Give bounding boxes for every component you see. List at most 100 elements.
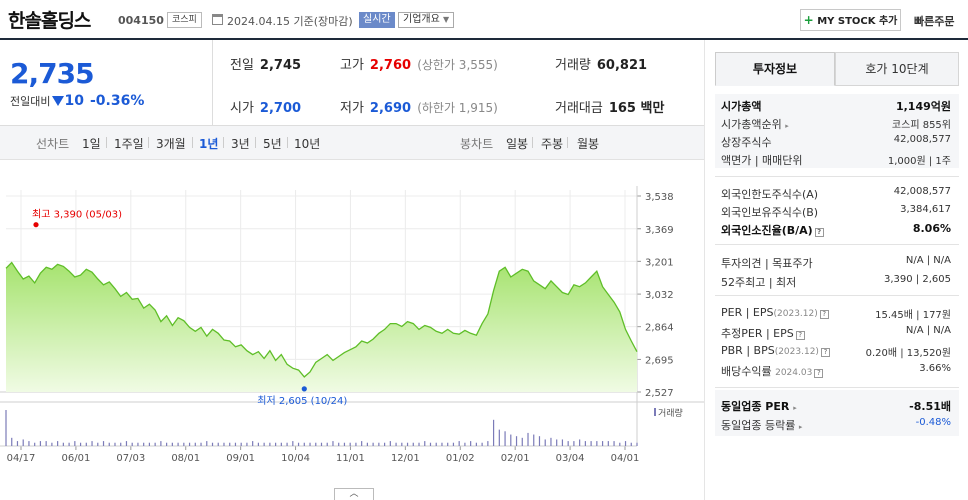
row-sector-per: 동일업종 PER ▸ -8.51배 (715, 396, 959, 414)
volume-bar (326, 442, 328, 446)
volume-bar (320, 442, 323, 446)
period-3y[interactable]: 3년 (231, 137, 250, 151)
low-price: 저가 2,690 (하한가 1,915) (340, 97, 498, 116)
period-1w[interactable]: 1주일 (114, 137, 144, 151)
stock-code: 004150 (118, 14, 164, 27)
caret-right-icon: ▸ (793, 404, 797, 412)
tab-investment-info[interactable]: 투자정보 (715, 52, 835, 86)
company-overview-dropdown[interactable]: 기업개요 ▼ (398, 12, 455, 28)
volume-bar (596, 441, 598, 446)
pbr-period: (2023.12) (774, 347, 819, 357)
price-chart: 3,538 3,369 3,201 3,032 2,864 2,695 2,527 04/1… (0, 160, 704, 500)
period-5y[interactable]: 5년 (263, 137, 282, 151)
price-area (6, 262, 637, 392)
y-tick-label: 2,864 (645, 323, 674, 334)
period-1d[interactable]: 1일 (82, 137, 101, 151)
x-tick-label: 06/01 (61, 453, 90, 464)
volume-bar (406, 442, 409, 446)
volume-bar (619, 442, 621, 446)
volume-bar (188, 442, 191, 446)
stock-name: 한솔홀딩스 (8, 10, 91, 32)
volume-bar (280, 442, 282, 446)
volume-bar (246, 442, 248, 446)
opinion-value: N/A | N/A (905, 255, 951, 266)
collapse-chart-button[interactable]: ︿ (334, 488, 374, 500)
x-tick-label: 07/03 (116, 453, 145, 464)
x-tick-label: 04/01 (611, 453, 640, 464)
volume-bar (492, 419, 495, 446)
x-tick-label: 11/01 (336, 453, 365, 464)
volume-bar (624, 441, 627, 446)
volume-bar (481, 442, 483, 446)
volume-bar (229, 442, 231, 446)
help-icon[interactable]: ? (795, 331, 805, 340)
volume-bar (154, 442, 156, 446)
volume-value: 60,821 (596, 58, 648, 73)
opinion-label: 투자의견 | 목표주가 (721, 257, 813, 270)
sector-change-value: -0.48% (915, 417, 951, 428)
help-icon[interactable]: ? (819, 310, 829, 319)
tab-orderbook-10[interactable]: 호가 10단계 (835, 52, 959, 86)
candle-monthly[interactable]: 월봉 (577, 137, 600, 151)
volume-bar (429, 442, 432, 446)
x-tick-label: 03/04 (556, 453, 585, 464)
week52-label: 52주최고 | 최저 (721, 276, 797, 289)
est-per-value: N/A | N/A (905, 325, 951, 336)
period-10y[interactable]: 10년 (294, 137, 321, 151)
candle-daily[interactable]: 일봉 (506, 137, 529, 151)
volume-bar (418, 442, 420, 446)
volume-bar (613, 441, 615, 446)
foreign-limit-label: 외국인한도주식수(A) (721, 188, 819, 201)
volume-bar (125, 441, 128, 446)
chevron-up-icon: ︿ (349, 489, 359, 499)
help-icon[interactable]: ? (820, 348, 830, 357)
period-3m[interactable]: 3개월 (156, 137, 186, 151)
volume-bar (223, 442, 225, 446)
lower-limit: (하한가 1,915) (417, 101, 498, 115)
low-label: 저가 (340, 101, 364, 116)
candle-weekly[interactable]: 주봉 (541, 137, 564, 151)
volume-bar (51, 442, 53, 446)
row-foreign-holdings: 외국인보유주식수(B) 3,384,617 (715, 202, 959, 220)
volume-bar (177, 442, 179, 446)
market-cap-rank-text: 시가총액순위 (721, 118, 782, 131)
toolbar-divider (223, 137, 224, 148)
mystock-add-button[interactable]: + MY STOCK 추가 (800, 9, 901, 31)
volume-bar (234, 442, 237, 446)
divider (715, 176, 959, 177)
low-point-marker (301, 386, 307, 392)
help-icon[interactable]: ? (814, 369, 824, 378)
foreign-ratio-value: 8.06% (912, 222, 951, 235)
volume-bar (194, 442, 196, 446)
volume-bar (97, 442, 99, 446)
high-annotation: 최고 3,390 (05/03) (32, 209, 122, 221)
volume-bar (148, 442, 151, 446)
volume-bar (131, 442, 133, 446)
investment-info-panel: 투자정보 호가 10단계 시가총액 1,149억원 시가총액순위 ▸ 코스피 855… (704, 40, 968, 500)
volume-bar (275, 442, 277, 446)
row-est-per: 추정PER | EPS? N/A | N/A (715, 323, 959, 341)
quick-order-link[interactable]: 빠른주문 (914, 15, 955, 28)
prev-close-label: 전일 (230, 58, 254, 73)
volume-bar (515, 436, 518, 446)
volume-bar (57, 441, 59, 446)
help-icon[interactable]: ? (814, 228, 824, 237)
volume-bar (5, 410, 7, 446)
row-per: PER | EPS(2023.12)? 15.45배 | 177원 (715, 304, 959, 322)
realtime-button[interactable]: 실시간 (359, 12, 395, 28)
calendar-icon (212, 14, 223, 25)
prev-close: 전일 2,745 (230, 54, 301, 73)
volume-bar (579, 439, 581, 446)
foreign-ratio-text: 외국인소진율(B/A) (721, 224, 813, 237)
chevron-down-icon: ▼ (443, 15, 450, 24)
low-value: 2,690 (369, 101, 412, 116)
volume-bar (68, 442, 70, 446)
volume-bar (504, 431, 506, 446)
toolbar-divider (567, 137, 568, 148)
par-value-label: 액면가 | 매매단위 (721, 154, 803, 167)
volume-bar (206, 441, 208, 446)
per-value: 15.45배 | 177원 (875, 310, 951, 321)
volume-bar (389, 441, 391, 446)
period-1y[interactable]: 1년 (199, 137, 219, 151)
market-cap-rank-value: 코스피 855위 (891, 120, 951, 131)
